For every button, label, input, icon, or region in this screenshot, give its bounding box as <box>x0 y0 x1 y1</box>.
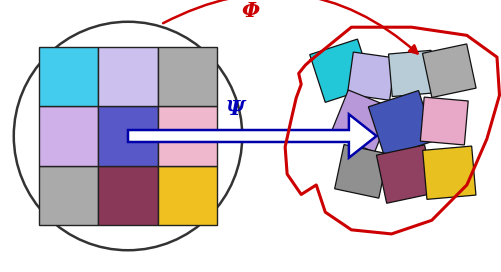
Bar <box>157 47 216 106</box>
Bar <box>98 47 157 106</box>
Polygon shape <box>309 39 372 102</box>
Bar <box>98 107 157 165</box>
Polygon shape <box>368 91 434 157</box>
Polygon shape <box>128 114 376 158</box>
Bar <box>40 47 98 106</box>
Polygon shape <box>330 90 392 152</box>
Polygon shape <box>422 44 475 98</box>
Bar <box>98 165 157 225</box>
Polygon shape <box>388 50 434 97</box>
Bar <box>157 107 216 165</box>
Polygon shape <box>422 146 475 199</box>
Bar <box>40 107 98 165</box>
Polygon shape <box>334 144 387 198</box>
Bar <box>40 165 98 225</box>
Text: Ψ: Ψ <box>225 99 244 119</box>
Polygon shape <box>376 145 434 203</box>
FancyArrowPatch shape <box>163 0 417 53</box>
Bar <box>157 165 216 225</box>
Polygon shape <box>347 52 395 100</box>
Polygon shape <box>419 97 467 145</box>
Text: Φ: Φ <box>241 1 260 21</box>
